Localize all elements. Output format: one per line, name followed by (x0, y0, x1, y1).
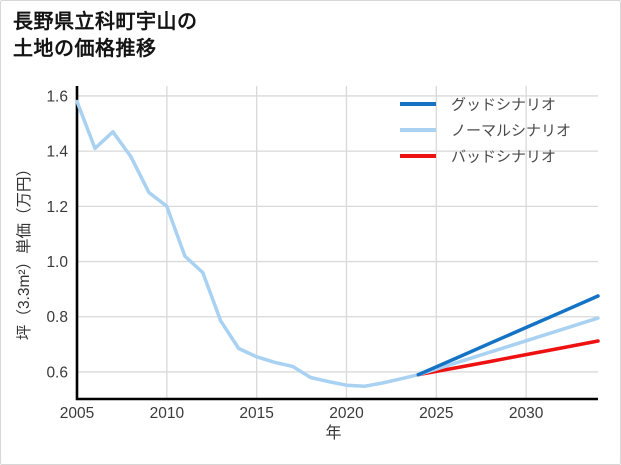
x-tick-label: 2010 (150, 405, 185, 422)
y-axis-label: 坪（3.3m²）単価（万円） (15, 161, 33, 340)
legend-label-normal-scenario: ノーマルシナリオ (451, 123, 571, 140)
x-tick-label: 2020 (329, 405, 364, 422)
x-tick-label: 2005 (60, 405, 94, 422)
y-tick-label: 0.6 (46, 364, 68, 381)
page-title: 長野県立科町宇山の 土地の価格推移 (13, 9, 198, 63)
x-tick-label: 2030 (509, 405, 544, 422)
axis-spines (75, 86, 598, 401)
chart-title-line1: 長野県立科町宇山の (13, 11, 198, 33)
x-axis-label: 年 (325, 424, 341, 442)
series-line-historical (75, 99, 421, 389)
x-tick-label: 2025 (419, 405, 453, 422)
series-line-bad-scenario (416, 339, 600, 377)
legend-label-bad-scenario: バッドシナリオ (451, 149, 556, 166)
legend-label-good-scenario: グッドシナリオ (451, 97, 556, 114)
chart-title-line2: 土地の価格推移 (13, 38, 157, 60)
series-line-normal-scenario (416, 316, 600, 377)
y-tick-label: 1.6 (46, 88, 68, 105)
x-tick-label: 2015 (239, 405, 273, 422)
y-tick-label: 0.8 (46, 309, 68, 326)
y-tick-label: 1.0 (46, 254, 68, 271)
y-tick-label: 1.4 (46, 144, 68, 161)
y-tick-label: 1.2 (46, 199, 68, 216)
series-line-good-scenario (416, 294, 600, 377)
